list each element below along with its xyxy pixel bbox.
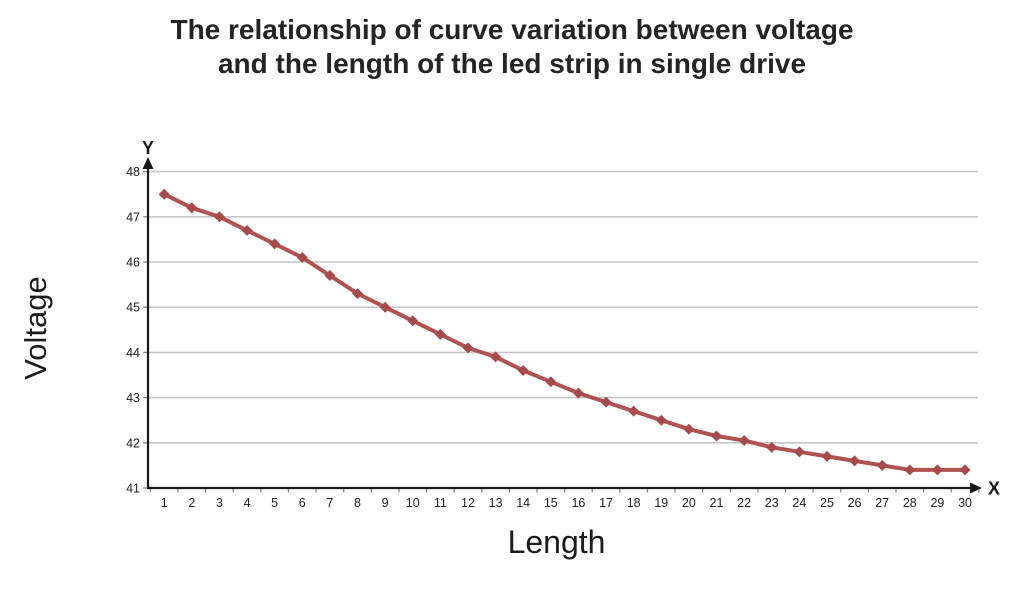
data-point-marker	[296, 251, 308, 263]
x-tick-label: 21	[710, 496, 724, 510]
data-point-marker	[959, 464, 971, 476]
data-point-marker	[352, 288, 364, 300]
x-tick-label: 13	[489, 496, 503, 510]
x-tick-label: 28	[903, 496, 917, 510]
x-tick-label: 3	[216, 496, 223, 510]
y-tick-label: 48	[126, 165, 140, 179]
data-point-marker	[434, 328, 446, 340]
y-tick-label: 45	[126, 301, 140, 315]
series-line	[162, 192, 967, 472]
data-point-marker	[213, 211, 225, 223]
data-point-marker	[655, 414, 667, 426]
x-tick-label: 14	[516, 496, 530, 510]
data-point-marker	[766, 441, 778, 453]
x-tick-label: 10	[406, 496, 420, 510]
x-axis-letter: X	[988, 479, 1000, 499]
x-tick-label: 20	[682, 496, 696, 510]
data-point-marker	[821, 450, 833, 462]
data-point-marker	[793, 446, 805, 458]
data-point-marker	[738, 435, 750, 447]
y-tick-label: 42	[126, 436, 140, 450]
x-tick-label: 4	[244, 496, 251, 510]
data-point-marker	[849, 455, 861, 467]
data-point-marker	[931, 464, 943, 476]
data-point-marker	[600, 396, 612, 408]
y-axis-arrow	[142, 157, 154, 169]
x-tick-label: 5	[271, 496, 278, 510]
data-point-marker	[904, 464, 916, 476]
data-point-marker	[572, 387, 584, 399]
x-tick-label: 17	[599, 496, 613, 510]
y-tick-label: 41	[126, 482, 140, 496]
data-point-marker	[324, 270, 336, 282]
data-point-marker	[711, 430, 722, 442]
chart-title-line2: and the length of the led strip in singl…	[217, 48, 807, 79]
x-tick-label: 30	[958, 496, 972, 510]
data-point-marker	[269, 238, 281, 250]
x-tick-label: 23	[765, 496, 779, 510]
x-tick-label: 7	[326, 496, 333, 510]
data-point-marker	[462, 342, 474, 354]
data-point-marker	[683, 423, 695, 435]
data-point-marker	[241, 224, 253, 236]
x-tick-label: 8	[354, 496, 361, 510]
x-tick-label: 16	[571, 496, 585, 510]
y-axis-letter: Y	[142, 138, 154, 158]
data-point-marker	[517, 364, 529, 376]
y-tick-label: 46	[126, 256, 140, 270]
x-tick-label: 11	[434, 496, 447, 510]
x-axis-title: Length	[507, 524, 606, 560]
x-tick-label: 26	[848, 496, 862, 510]
y-tick-label: 44	[126, 346, 140, 360]
x-tick-label: 29	[930, 496, 944, 510]
data-point-marker	[545, 376, 557, 388]
x-tick-label: 24	[792, 496, 806, 510]
x-tick-label: 12	[461, 496, 475, 510]
x-tick-label: 18	[627, 496, 641, 510]
x-tick-label: 15	[544, 496, 558, 510]
x-tick-label: 27	[875, 496, 889, 510]
data-point-marker	[628, 405, 640, 417]
x-tick-label: 19	[654, 496, 668, 510]
chart-title-line1: The relationship of curve variation betw…	[170, 14, 854, 45]
data-point-marker	[379, 301, 391, 313]
data-point-marker	[876, 459, 888, 471]
x-tick-label: 1	[161, 496, 168, 510]
x-axis-arrow	[970, 482, 982, 494]
y-tick-label: 47	[126, 210, 140, 224]
x-tick-label: 9	[382, 496, 389, 510]
data-point-marker	[490, 351, 502, 363]
data-point-marker	[186, 202, 198, 214]
chart-title: The relationship of curve variation betw…	[0, 13, 1024, 81]
x-tick-label: 22	[737, 496, 751, 510]
data-point-marker	[407, 315, 419, 327]
data-point-marker	[158, 188, 170, 200]
x-tick-label: 25	[820, 496, 834, 510]
x-tick-label: 6	[299, 496, 306, 510]
x-tick-label: 2	[188, 496, 195, 510]
y-tick-label: 43	[126, 391, 140, 405]
